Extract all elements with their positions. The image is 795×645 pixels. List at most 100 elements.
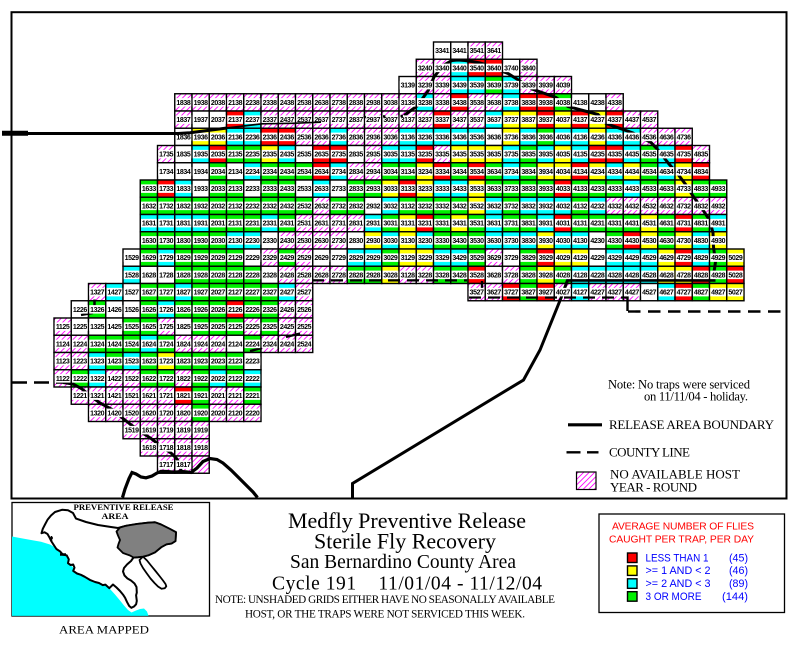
svg-text:4434: 4434 (625, 169, 639, 176)
svg-text:NO AVAILABLE HOST: NO AVAILABLE HOST (610, 467, 740, 482)
svg-text:3837: 3837 (521, 117, 535, 124)
svg-text:4234: 4234 (590, 169, 604, 176)
svg-text:2631: 2631 (314, 221, 328, 228)
svg-text:3829: 3829 (521, 255, 535, 262)
svg-text:4132: 4132 (573, 203, 587, 210)
svg-text:2628: 2628 (314, 272, 328, 279)
svg-text:3329: 3329 (435, 255, 449, 262)
svg-text:4628: 4628 (659, 272, 673, 279)
svg-text:2634: 2634 (314, 169, 328, 176)
svg-text:4331: 4331 (608, 221, 622, 228)
svg-text:2029: 2029 (211, 255, 225, 262)
svg-text:1938: 1938 (194, 100, 208, 107)
svg-text:1927: 1927 (194, 290, 208, 297)
svg-text:2933: 2933 (366, 186, 380, 193)
svg-text:2438: 2438 (280, 100, 294, 107)
svg-text:2024: 2024 (211, 341, 225, 348)
svg-text:3539: 3539 (470, 83, 484, 90)
svg-text:2025: 2025 (211, 324, 225, 331)
svg-text:2837: 2837 (349, 117, 363, 124)
svg-text:2134: 2134 (228, 169, 242, 176)
svg-text:3341: 3341 (435, 48, 449, 55)
svg-text:2337: 2337 (263, 117, 277, 124)
svg-text:2324: 2324 (263, 341, 277, 348)
svg-text:4229: 4229 (590, 255, 604, 262)
svg-text:4431: 4431 (625, 221, 639, 228)
svg-text:2633: 2633 (314, 186, 328, 193)
svg-text:2133: 2133 (228, 186, 242, 193)
svg-text:3428: 3428 (452, 272, 466, 279)
svg-text:4532: 4532 (642, 203, 656, 210)
svg-text:4034: 4034 (556, 169, 570, 176)
svg-text:4027: 4027 (556, 290, 570, 297)
svg-text:3429: 3429 (452, 255, 466, 262)
svg-text:2836: 2836 (349, 134, 363, 141)
svg-text:4736: 4736 (677, 134, 691, 141)
svg-text:3630: 3630 (487, 238, 501, 245)
svg-text:1833: 1833 (176, 186, 190, 193)
svg-text:3236: 3236 (418, 134, 432, 141)
svg-text:1427: 1427 (107, 290, 121, 297)
svg-text:2734: 2734 (332, 169, 346, 176)
svg-text:4928: 4928 (711, 272, 725, 279)
svg-text:4732: 4732 (677, 203, 691, 210)
svg-text:1426: 1426 (107, 307, 121, 314)
svg-text:2728: 2728 (332, 272, 346, 279)
svg-text:1618: 1618 (142, 445, 156, 452)
svg-text:1322: 1322 (90, 376, 104, 383)
svg-text:5027: 5027 (728, 290, 742, 297)
svg-text:3335: 3335 (435, 152, 449, 159)
svg-text:4529: 4529 (642, 255, 656, 262)
svg-text:4332: 4332 (608, 203, 622, 210)
svg-text:4028: 4028 (556, 272, 570, 279)
svg-text:3838: 3838 (521, 100, 535, 107)
svg-text:4932: 4932 (711, 203, 725, 210)
svg-text:1221: 1221 (73, 393, 87, 400)
svg-text:1623: 1623 (142, 359, 156, 366)
svg-text:1918: 1918 (194, 445, 208, 452)
svg-text:NOTE: UNSHADED GRIDS EITHER HA: NOTE: UNSHADED GRIDS EITHER HAVE NO SEAS… (215, 594, 555, 606)
svg-text:1529: 1529 (125, 255, 139, 262)
svg-text:1720: 1720 (159, 410, 173, 417)
svg-text:2330: 2330 (263, 238, 277, 245)
svg-text:1422: 1422 (107, 376, 121, 383)
svg-text:3138: 3138 (401, 100, 415, 107)
svg-text:4036: 4036 (556, 134, 570, 141)
svg-text:4227: 4227 (590, 290, 604, 297)
svg-text:3936: 3936 (539, 134, 553, 141)
svg-text:3439: 3439 (452, 83, 466, 90)
svg-text:2425: 2425 (280, 324, 294, 331)
svg-text:1320: 1320 (90, 410, 104, 417)
svg-text:1630: 1630 (142, 238, 156, 245)
svg-text:2829: 2829 (349, 255, 363, 262)
svg-text:4232: 4232 (590, 203, 604, 210)
svg-text:2333: 2333 (263, 186, 277, 193)
svg-text:4436: 4436 (625, 134, 639, 141)
svg-text:3129: 3129 (401, 255, 415, 262)
svg-text:4237: 4237 (590, 117, 604, 124)
svg-text:Medfly Preventive Release: Medfly Preventive Release (288, 508, 526, 533)
svg-text:1633: 1633 (142, 186, 156, 193)
svg-text:PREVENTIVE RELEASE: PREVENTIVE RELEASE (74, 502, 174, 512)
svg-text:2229: 2229 (245, 255, 259, 262)
svg-text:Sterile Fly Recovery: Sterile Fly Recovery (314, 529, 496, 554)
svg-text:1526: 1526 (125, 307, 139, 314)
svg-text:1726: 1726 (159, 307, 173, 314)
svg-text:2222: 2222 (245, 376, 259, 383)
svg-text:2232: 2232 (245, 203, 259, 210)
svg-text:2529: 2529 (297, 255, 311, 262)
svg-text:2928: 2928 (366, 272, 380, 279)
svg-text:3035: 3035 (383, 152, 397, 159)
svg-text:2033: 2033 (211, 186, 225, 193)
svg-text:2220: 2220 (245, 410, 259, 417)
svg-text:3729: 3729 (504, 255, 518, 262)
svg-text:4334: 4334 (608, 169, 622, 176)
svg-text:4029: 4029 (556, 255, 570, 262)
svg-text:4535: 4535 (642, 152, 656, 159)
svg-text:3527: 3527 (470, 290, 484, 297)
svg-text:1835: 1835 (176, 152, 190, 159)
svg-text:1224: 1224 (73, 341, 87, 348)
svg-text:4929: 4929 (711, 255, 725, 262)
svg-text:4236: 4236 (590, 134, 604, 141)
svg-text:2236: 2236 (245, 134, 259, 141)
